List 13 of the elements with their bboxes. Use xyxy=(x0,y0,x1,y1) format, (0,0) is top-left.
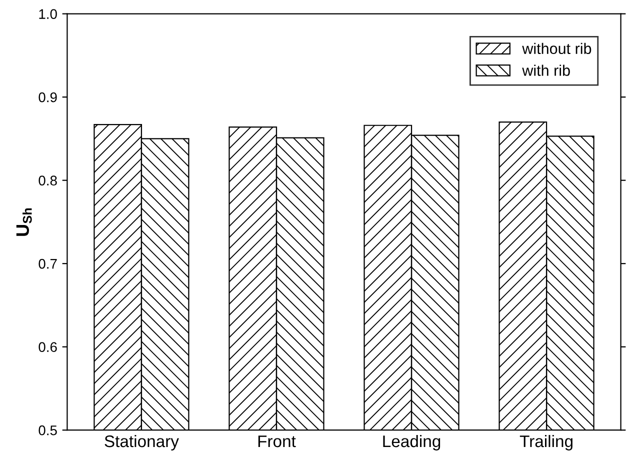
y-tick-label: 1.0 xyxy=(39,9,57,19)
y-tick-label: 0.6 xyxy=(38,342,57,352)
y-tick-label: 0.8 xyxy=(38,176,57,186)
x-tick-label: Trailing xyxy=(520,434,572,450)
y-axis-title: U$_{Sh}$ xyxy=(16,208,32,236)
legend-label: without rib xyxy=(522,42,592,54)
x-tick-label: Leading xyxy=(383,434,440,450)
x-tick-label: Stationary xyxy=(104,434,179,450)
y-tick-label: 0.7 xyxy=(38,258,57,269)
legend-label: with rib xyxy=(522,64,570,76)
y-tick-label: 0.9 xyxy=(38,92,57,102)
y-tick-label: 0.5 xyxy=(38,425,57,436)
x-tick-label: Front xyxy=(258,436,296,448)
